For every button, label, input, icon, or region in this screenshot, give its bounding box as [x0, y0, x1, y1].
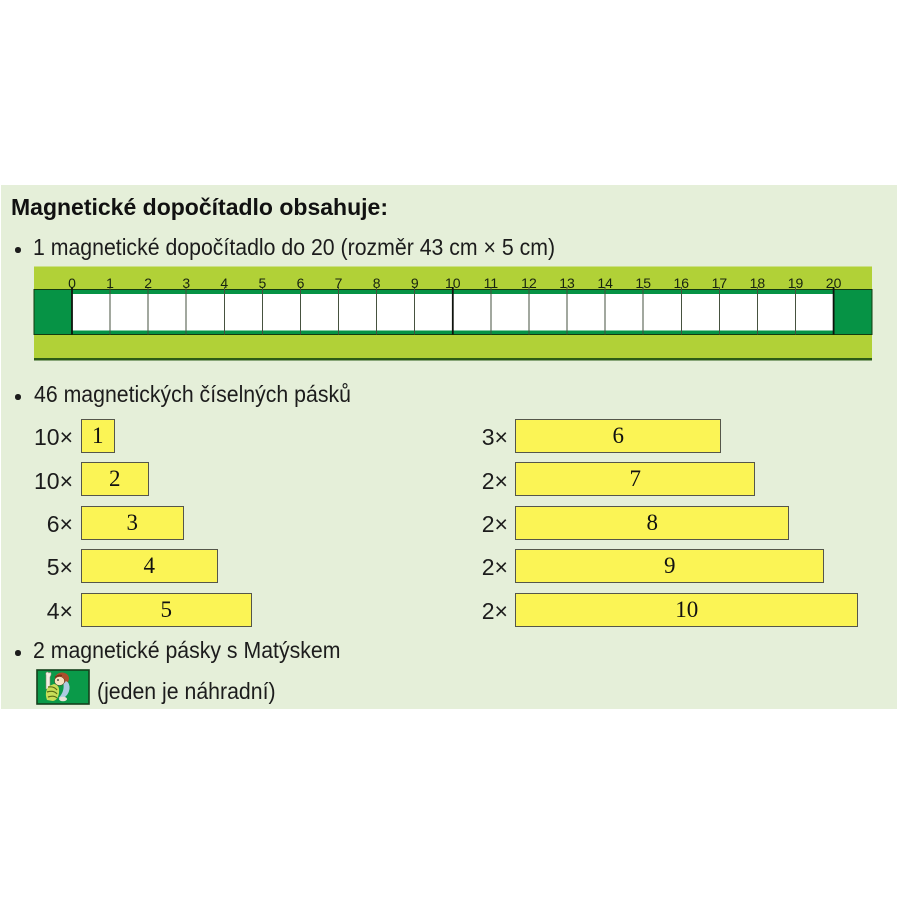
- svg-text:10: 10: [445, 275, 461, 291]
- svg-text:6: 6: [297, 275, 305, 291]
- svg-text:7: 7: [335, 275, 343, 291]
- svg-text:0: 0: [68, 275, 76, 291]
- svg-text:18: 18: [750, 275, 766, 291]
- svg-text:9: 9: [411, 275, 419, 291]
- svg-text:8: 8: [373, 275, 381, 291]
- svg-text:13: 13: [559, 275, 575, 291]
- svg-text:2: 2: [144, 275, 152, 291]
- svg-text:1: 1: [106, 275, 114, 291]
- svg-text:14: 14: [597, 275, 613, 291]
- svg-text:20: 20: [826, 275, 842, 291]
- svg-text:17: 17: [712, 275, 728, 291]
- svg-text:16: 16: [673, 275, 689, 291]
- svg-text:15: 15: [635, 275, 651, 291]
- svg-text:3: 3: [182, 275, 190, 291]
- svg-text:4: 4: [220, 275, 228, 291]
- svg-text:11: 11: [484, 275, 499, 291]
- svg-text:5: 5: [259, 275, 267, 291]
- svg-text:19: 19: [788, 275, 804, 291]
- svg-text:12: 12: [521, 275, 537, 291]
